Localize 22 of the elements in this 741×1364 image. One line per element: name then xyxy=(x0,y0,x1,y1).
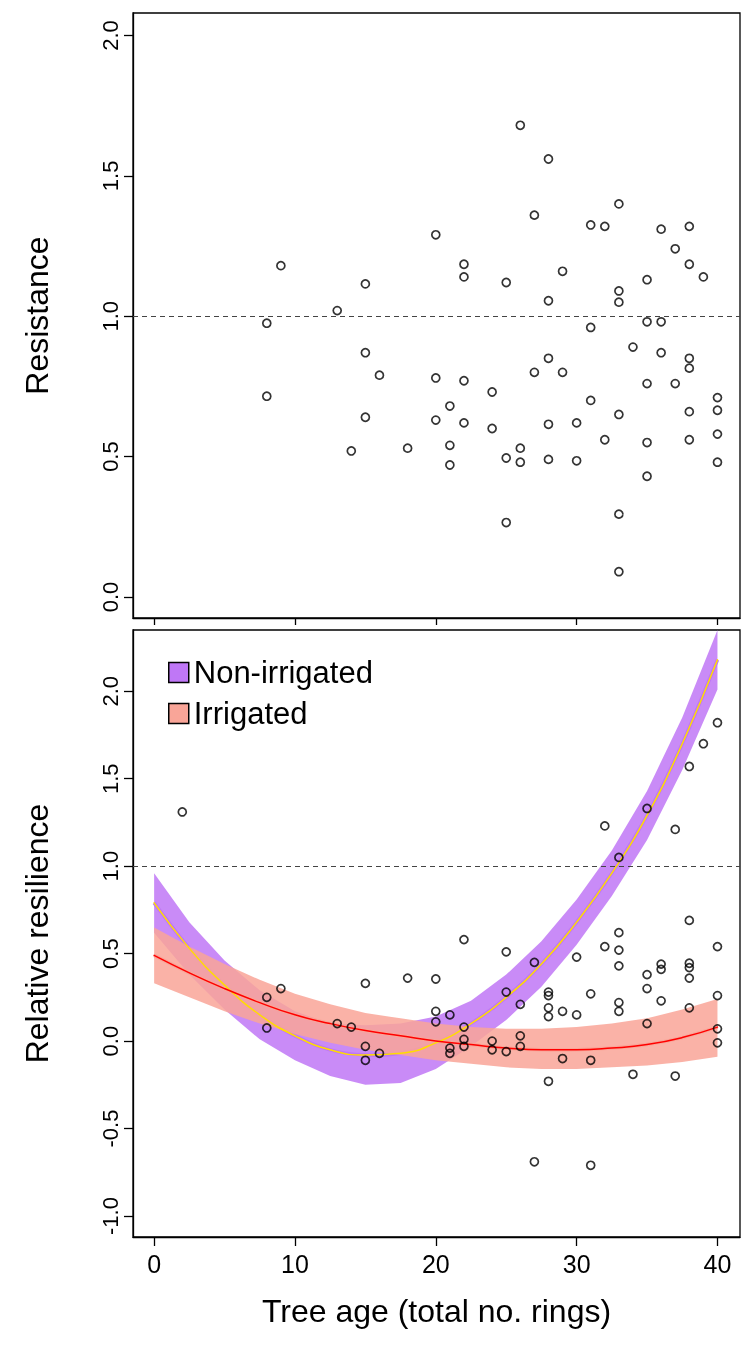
y-tick-label: 1.5 xyxy=(97,160,123,192)
x-tick-label: 0 xyxy=(147,1249,162,1278)
y-tick-label: 1.0 xyxy=(97,300,123,332)
y-tick-label: -0.5 xyxy=(97,1109,123,1148)
x-tick-label: 30 xyxy=(562,1249,591,1278)
y-tick-label: -1.0 xyxy=(97,1197,123,1235)
y-tick-label: 0.5 xyxy=(97,938,123,969)
legend-label: Non-irrigated xyxy=(193,655,373,690)
y-axis-title: Relative resilience xyxy=(19,803,55,1064)
x-axis-title: Tree age (total no. rings) xyxy=(261,1293,612,1329)
x-tick-label: 10 xyxy=(281,1249,309,1278)
y-tick-label: 0.5 xyxy=(97,441,123,472)
y-axis-title: Resistance xyxy=(19,236,55,395)
y-tick-label: 2.0 xyxy=(97,20,123,51)
y-tick-label: 2.0 xyxy=(97,675,123,707)
y-tick-label: 0.0 xyxy=(97,581,123,613)
x-tick-label: 20 xyxy=(421,1249,450,1278)
y-tick-label: 0.0 xyxy=(97,1025,123,1057)
legend-label: Irrigated xyxy=(193,696,308,731)
y-tick-label: 1.5 xyxy=(97,763,123,794)
x-tick-label: 40 xyxy=(703,1249,732,1278)
y-tick-label: 1.0 xyxy=(97,850,123,882)
